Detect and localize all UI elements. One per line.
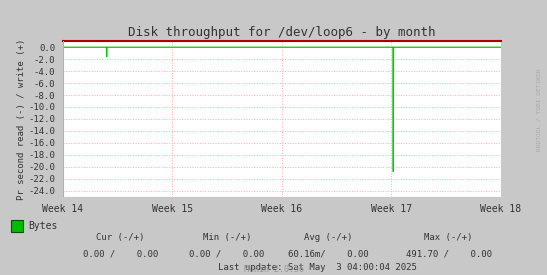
Text: 0.00 /    0.00: 0.00 / 0.00 [83, 250, 158, 259]
Text: Cur (-/+): Cur (-/+) [96, 233, 144, 242]
Y-axis label: Pr second read (-) / write (+): Pr second read (-) / write (+) [16, 38, 26, 200]
Text: 491.70 /    0.00: 491.70 / 0.00 [405, 250, 492, 259]
Text: Bytes: Bytes [28, 221, 58, 231]
Text: RRDTOOL / TOBI OETIKER: RRDTOOL / TOBI OETIKER [536, 69, 542, 151]
Text: Avg (-/+): Avg (-/+) [304, 233, 352, 242]
Text: Min (-/+): Min (-/+) [203, 233, 251, 242]
Text: Max (-/+): Max (-/+) [424, 233, 473, 242]
Text: Munin 2.0.56: Munin 2.0.56 [243, 265, 304, 274]
Text: 60.16m/    0.00: 60.16m/ 0.00 [288, 250, 369, 259]
Text: 0.00 /    0.00: 0.00 / 0.00 [189, 250, 265, 259]
Title: Disk throughput for /dev/loop6 - by month: Disk throughput for /dev/loop6 - by mont… [128, 26, 435, 39]
Text: Last update: Sat May  3 04:00:04 2025: Last update: Sat May 3 04:00:04 2025 [218, 263, 417, 272]
